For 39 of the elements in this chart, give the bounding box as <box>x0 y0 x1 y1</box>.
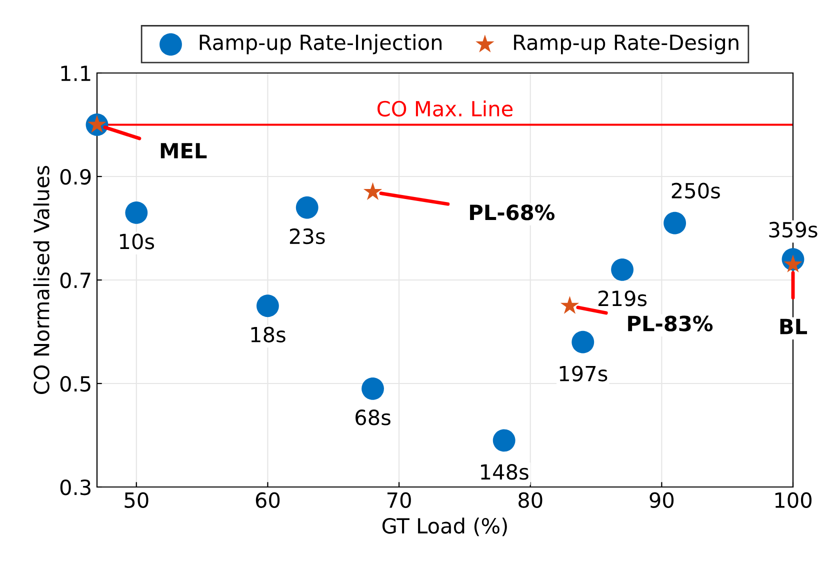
annotation: 250s <box>672 182 720 199</box>
annotation: BL <box>780 318 808 334</box>
point <box>296 196 318 219</box>
point <box>664 212 686 234</box>
x-tick-label: 90 <box>650 492 674 508</box>
annotation: 18s <box>251 326 286 342</box>
x-axis-title: GT Load (%) <box>382 518 507 536</box>
y-tick-label: 0.7 <box>60 272 90 288</box>
y-tick-label: 1.1 <box>61 66 90 81</box>
annotation: 219s <box>598 290 647 306</box>
x-tick-label: 100 <box>775 492 812 508</box>
annotation: PL-83% <box>628 316 713 332</box>
point <box>256 294 279 318</box>
annotation: 359s <box>769 222 818 238</box>
y-tick-label: 0.9 <box>60 168 91 185</box>
x-tick-label: 60 <box>256 492 280 508</box>
x-tick-label: 80 <box>518 492 542 508</box>
point <box>611 258 634 281</box>
point <box>125 202 148 224</box>
annotation: 148s <box>481 464 528 480</box>
y-axis-title: CO Normalised Values <box>33 166 50 394</box>
annotation: 10s <box>120 234 154 250</box>
point <box>363 182 382 200</box>
annotation: MEL <box>160 143 207 158</box>
point <box>492 429 516 452</box>
point <box>560 296 580 314</box>
annotation: 23s <box>290 228 325 244</box>
x-tick-label: 70 <box>387 492 411 508</box>
x-tick-label: 50 <box>124 492 148 508</box>
annotation: 197s <box>560 366 608 382</box>
ref-line-label: CO Max. Line <box>378 100 513 117</box>
y-tick-label: 0.3 <box>60 479 90 496</box>
annotation: 68s <box>356 410 390 426</box>
annotation: PL-68% <box>470 204 555 220</box>
point <box>362 377 384 400</box>
legend-label: Ramp-up Rate-Injection <box>200 34 442 54</box>
y-tick-label: 0.5 <box>60 376 90 392</box>
legend-label: Ramp-up Rate-Design <box>514 34 738 54</box>
point <box>572 330 594 354</box>
